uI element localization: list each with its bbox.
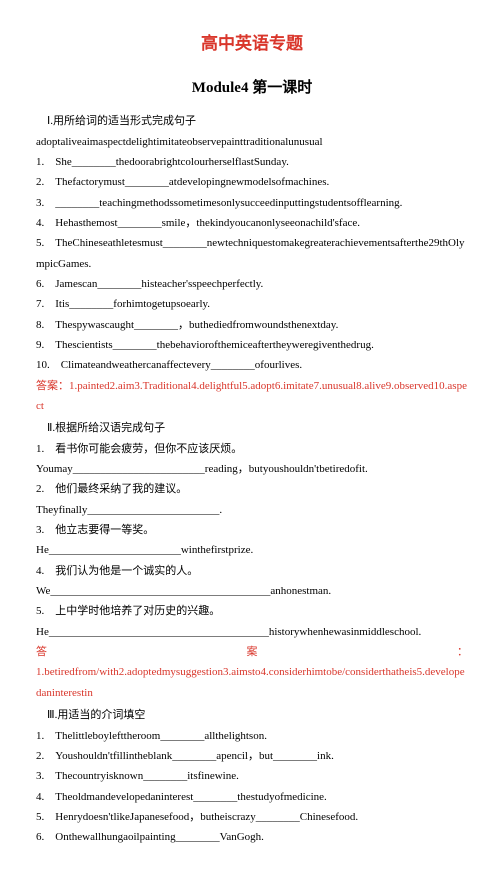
section-2-item-5a: 5. 上中学时他培养了对历史的兴趣。: [36, 601, 468, 621]
section-3-item-3: 3. Thecountryisknown________itsfinewine.: [36, 766, 468, 786]
section-2: Ⅱ.根据所给汉语完成句子 1. 看书你可能会疲劳，但你不应该厌烦。 Youmay…: [36, 418, 468, 703]
section-2-heading: Ⅱ.根据所给汉语完成句子: [36, 418, 468, 438]
answer-char-2: 案: [247, 642, 258, 662]
section-1-heading: Ⅰ.用所给词的适当形式完成句子: [36, 111, 468, 131]
section-3-item-6: 6. Onthewallhungaoilpainting________VanG…: [36, 827, 468, 847]
section-1-item-3: 3. ________teachingmethodssometimesonlys…: [36, 193, 468, 213]
section-2-item-4a: 4. 我们认为他是一个诚实的人。: [36, 561, 468, 581]
module-subtitle: Module4 第一课时: [36, 75, 468, 103]
section-1-item-5: 5. TheChineseathletesmust________newtech…: [36, 233, 468, 274]
section-3-item-2: 2. Youshouldn'tfillintheblank________ape…: [36, 746, 468, 766]
section-2-item-4b: We______________________________________…: [36, 581, 468, 601]
section-2-answer: 1.betiredfrom/with2.adoptedmysuggestion3…: [36, 662, 468, 703]
section-3-heading: Ⅲ.用适当的介词填空: [36, 705, 468, 725]
section-1-item-4: 4. Hehasthemost________smile，thekindyouc…: [36, 213, 468, 233]
section-2-item-3a: 3. 他立志要得一等奖。: [36, 520, 468, 540]
section-2-item-2a: 2. 他们最终采纳了我的建议。: [36, 479, 468, 499]
section-1-item-7: 7. Itis________forhimtogetupsoearly.: [36, 294, 468, 314]
section-3-item-5: 5. Henrydoesn'tlikeJapanesefood，butheisc…: [36, 807, 468, 827]
section-1-item-9: 9. Thescientists________thebehaviorofthe…: [36, 335, 468, 355]
section-1-item-8: 8. Thespywascaught________，buthediedfrom…: [36, 315, 468, 335]
section-2-item-2b: Theyfinally________________________.: [36, 500, 468, 520]
section-2-item-3b: He________________________winthefirstpri…: [36, 540, 468, 560]
section-1-wordbank: adoptaliveaimaspectdelightimitateobserve…: [36, 132, 468, 152]
section-1-item-10: 10. Climateandweathercanaffectevery_____…: [36, 355, 468, 375]
section-1: Ⅰ.用所给词的适当形式完成句子 adoptaliveaimaspectdelig…: [36, 111, 468, 416]
section-1-answer: 答案：1.painted2.aim3.Traditional4.delightf…: [36, 376, 468, 417]
answer-char-1: 答: [36, 642, 47, 662]
section-2-item-5b: He______________________________________…: [36, 622, 468, 642]
section-2-answer-label: 答 案 ：: [36, 642, 468, 662]
section-3-item-4: 4. Theoldmandevelopedaninterest________t…: [36, 787, 468, 807]
section-1-item-1: 1. She________thedoorabrightcolourhersel…: [36, 152, 468, 172]
section-3-item-1: 1. Thelittleboylefttheroom________allthe…: [36, 726, 468, 746]
section-2-item-1a: 1. 看书你可能会疲劳，但你不应该厌烦。: [36, 439, 468, 459]
section-3: Ⅲ.用适当的介词填空 1. Thelittleboylefttheroom___…: [36, 705, 468, 847]
section-2-item-1b: Youmay________________________reading，bu…: [36, 459, 468, 479]
answer-colon: ：: [457, 642, 468, 662]
page-title: 高中英语专题: [36, 28, 468, 59]
section-1-item-2: 2. Thefactorymust________atdevelopingnew…: [36, 172, 468, 192]
section-1-item-6: 6. Jamescan________histeacher'sspeechper…: [36, 274, 468, 294]
